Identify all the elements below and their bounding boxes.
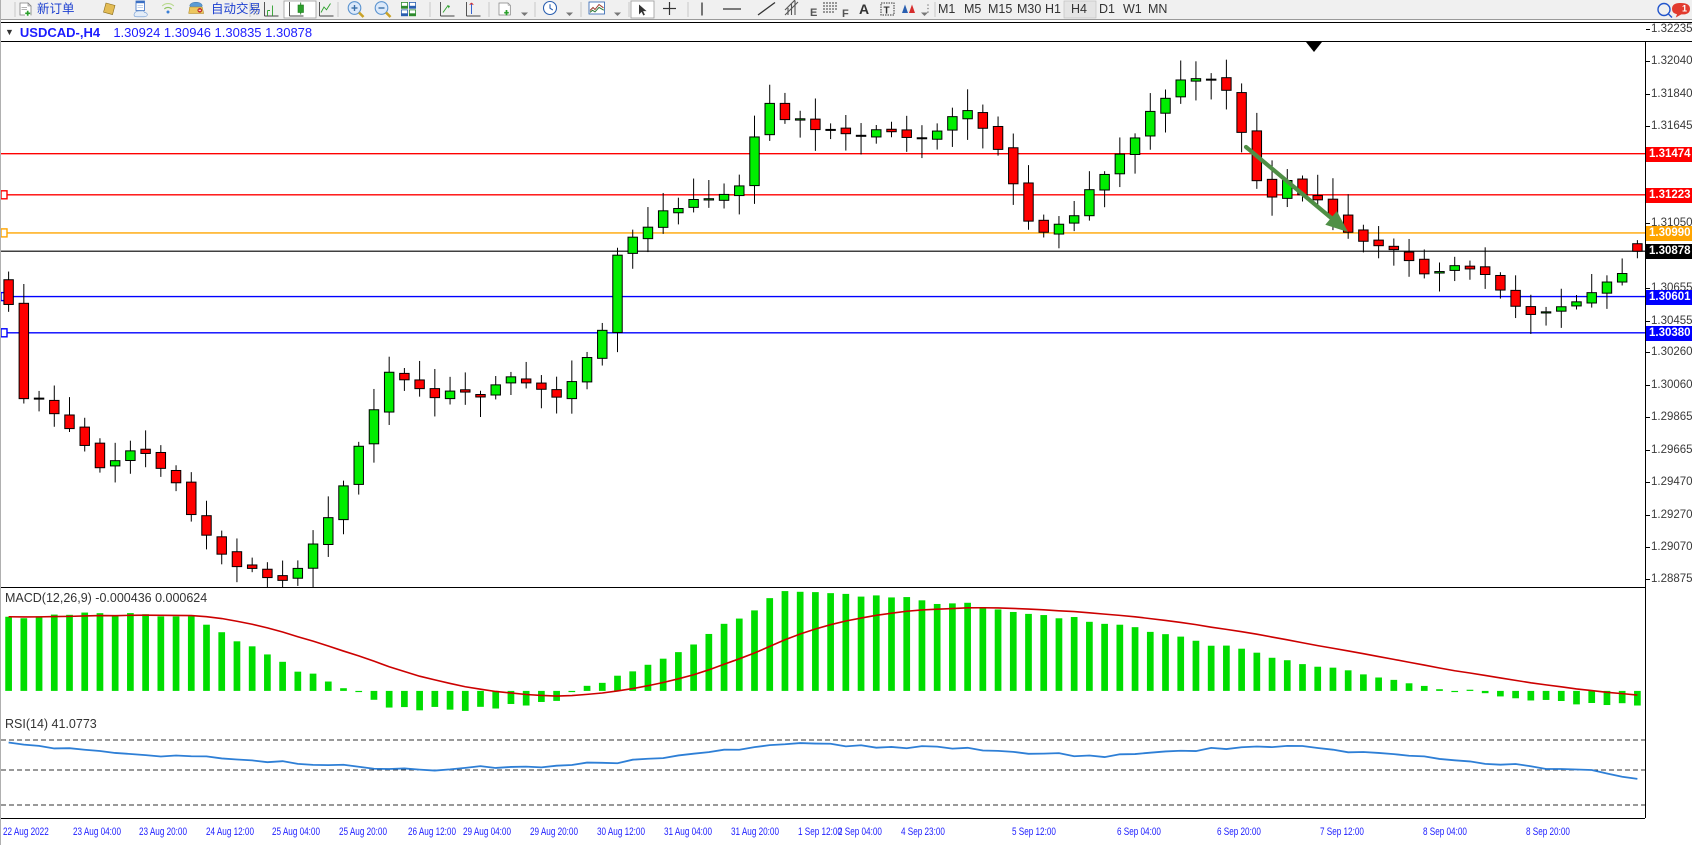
svg-text:D1: D1 <box>1099 2 1115 16</box>
svg-text:A: A <box>859 1 869 17</box>
svg-text:新订单: 新订单 <box>37 1 75 16</box>
svg-text:H1: H1 <box>1045 2 1061 16</box>
svg-text:M5: M5 <box>964 2 981 16</box>
svg-text:T: T <box>884 6 890 17</box>
svg-text:H4: H4 <box>1071 2 1087 16</box>
svg-text:1: 1 <box>1682 4 1687 14</box>
svg-text:M30: M30 <box>1017 2 1041 16</box>
svg-text:E: E <box>810 7 817 19</box>
svg-text:F: F <box>842 8 849 19</box>
svg-text:MN: MN <box>1148 2 1167 16</box>
svg-text:W1: W1 <box>1123 2 1142 16</box>
svg-text:M15: M15 <box>988 2 1012 16</box>
svg-text:M1: M1 <box>938 2 955 16</box>
